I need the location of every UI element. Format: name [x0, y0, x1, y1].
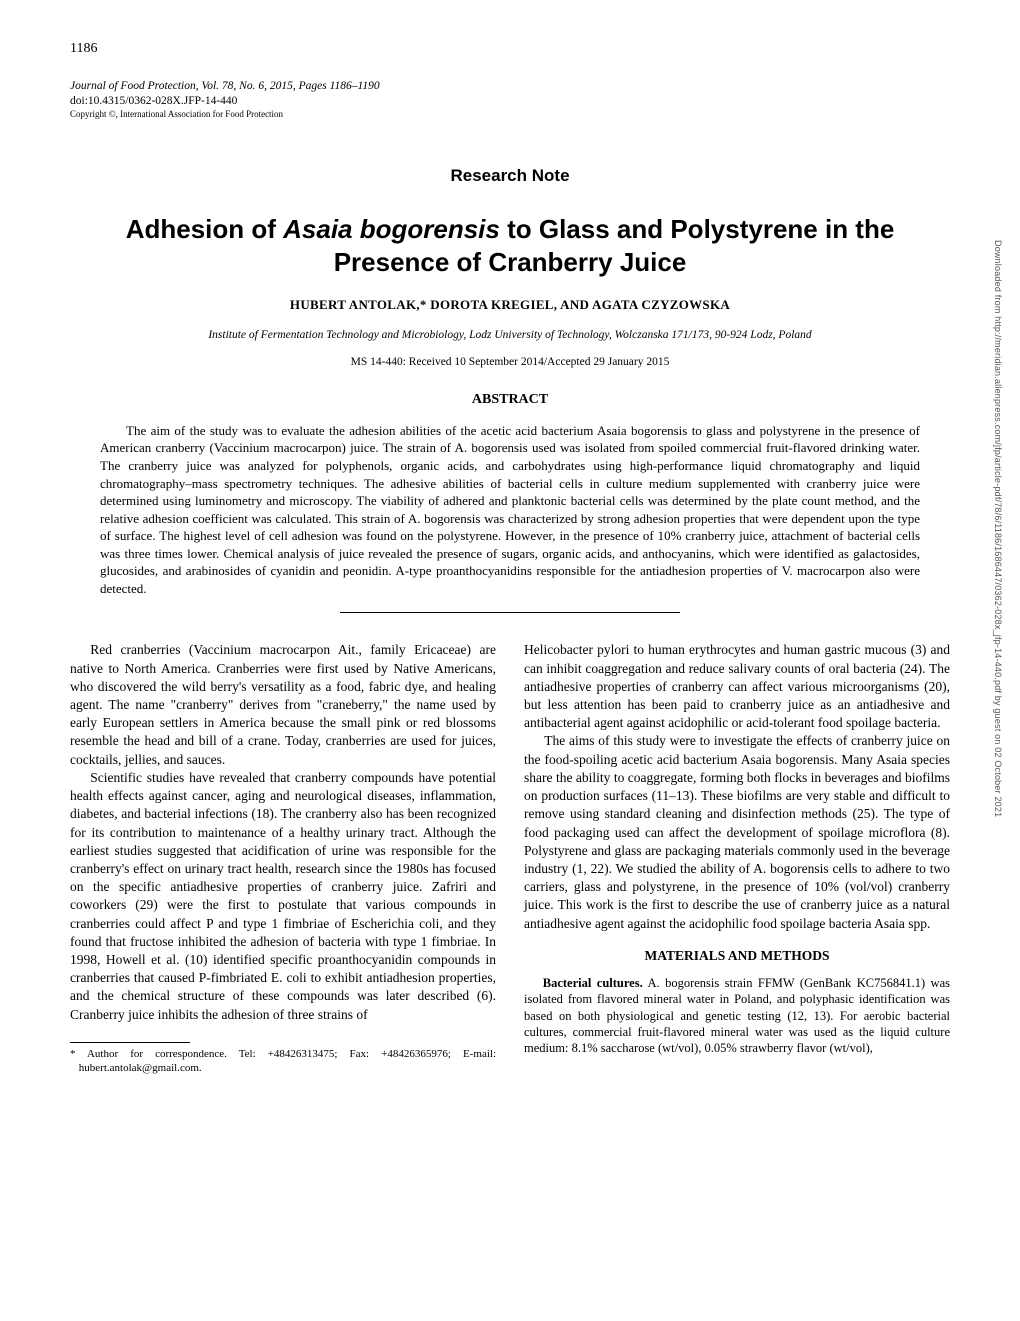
manuscript-info: MS 14-440: Received 10 September 2014/Ac… — [70, 355, 950, 371]
article-title: Adhesion of Asaia bogorensis to Glass an… — [70, 213, 950, 278]
materials-methods-heading: MATERIALS AND METHODS — [524, 947, 950, 965]
body-paragraph: Red cranberries (Vaccinium macrocarpon A… — [70, 641, 496, 769]
correspondence-footnote: * Author for correspondence. Tel: +48426… — [70, 1047, 496, 1076]
body-paragraph: The aims of this study were to investiga… — [524, 732, 950, 932]
methods-run-in-head: Bacterial cultures. — [543, 976, 643, 990]
journal-copyright: Copyright ©, International Association f… — [70, 109, 950, 121]
author-list: HUBERT ANTOLAK,* DOROTA KREGIEL, AND AGA… — [70, 296, 950, 314]
body-paragraph: Helicobacter pylori to human erythrocyte… — [524, 641, 950, 732]
footnote-rule — [70, 1042, 190, 1043]
download-watermark: Downloaded from http://meridian.allenpre… — [992, 240, 1004, 817]
page-number: 1186 — [70, 40, 950, 59]
two-column-body: Red cranberries (Vaccinium macrocarpon A… — [70, 641, 950, 1075]
right-column: Helicobacter pylori to human erythrocyte… — [524, 641, 950, 1075]
affiliation: Institute of Fermentation Technology and… — [70, 328, 950, 344]
left-column: Red cranberries (Vaccinium macrocarpon A… — [70, 641, 496, 1075]
journal-doi: doi:10.4315/0362-028X.JFP-14-440 — [70, 94, 950, 109]
research-note-label: Research Note — [70, 165, 950, 188]
body-paragraph: Scientific studies have revealed that cr… — [70, 769, 496, 1024]
title-text-pre: Adhesion of — [126, 214, 283, 244]
title-species: Asaia bogorensis — [283, 214, 500, 244]
abstract-body: The aim of the study was to evaluate the… — [70, 422, 950, 597]
section-rule — [340, 612, 680, 613]
methods-paragraph: Bacterial cultures. A. bogorensis strain… — [524, 975, 950, 1056]
abstract-heading: ABSTRACT — [70, 391, 950, 410]
journal-citation: Journal of Food Protection, Vol. 78, No.… — [70, 79, 950, 94]
journal-info-block: Journal of Food Protection, Vol. 78, No.… — [70, 79, 950, 121]
